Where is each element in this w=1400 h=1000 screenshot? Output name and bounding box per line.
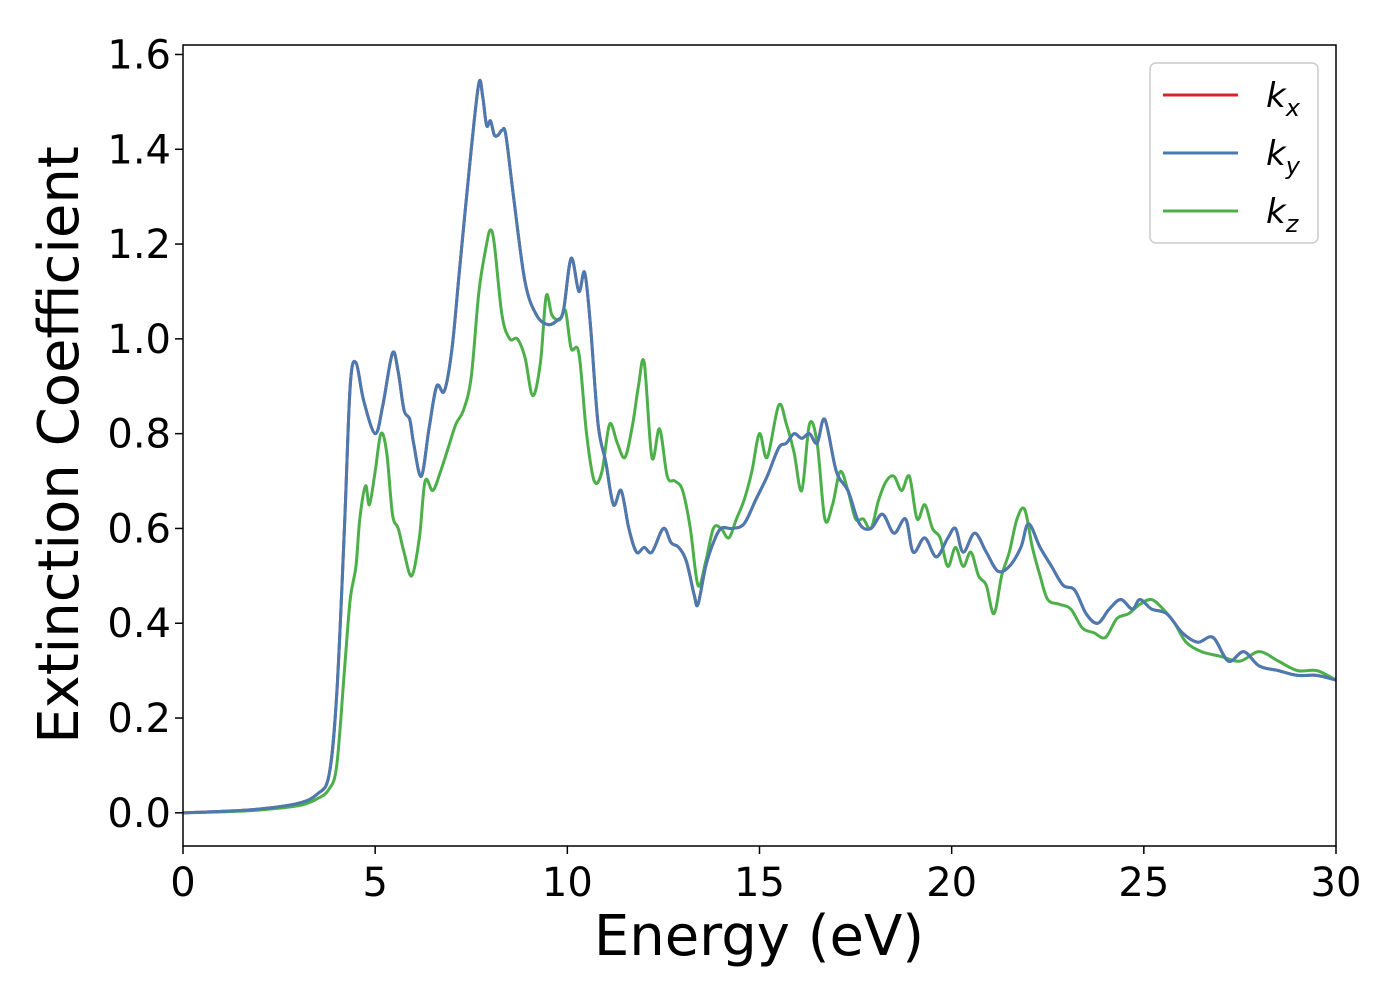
y-tick-label: 0.6 [107, 506, 171, 552]
y-tick-label: 0.2 [107, 696, 171, 742]
legend-label-kx: kx [1266, 76, 1301, 122]
x-axis: 0 5 10 15 20 25 30 [170, 846, 1361, 906]
x-tick-label: 20 [926, 860, 977, 906]
x-tick-label: 30 [1311, 860, 1362, 906]
y-tick-label: 1.2 [107, 222, 171, 268]
series-line-kz [183, 228, 1336, 815]
y-axis-label: Extinction Coefficient [27, 146, 92, 744]
x-tick-label: 15 [734, 860, 785, 906]
y-tick-label: 1.4 [107, 127, 171, 173]
series-layer [183, 78, 1336, 815]
x-tick-label: 5 [362, 860, 387, 906]
y-tick-label: 1.0 [107, 317, 171, 363]
y-axis: 0.0 0.2 0.4 0.6 0.8 1.0 1.2 1.4 1.6 [107, 32, 183, 837]
x-tick-label: 25 [1118, 860, 1169, 906]
x-tick-label: 10 [542, 860, 593, 906]
series-line-ky [183, 78, 1336, 815]
y-tick-label: 0.4 [107, 601, 171, 647]
y-tick-label: 0.8 [107, 412, 171, 458]
x-axis-label: Energy (eV) [594, 904, 924, 969]
x-tick-label: 0 [170, 860, 195, 906]
y-tick-label: 1.6 [107, 32, 171, 78]
y-tick-label: 0.0 [107, 791, 171, 837]
